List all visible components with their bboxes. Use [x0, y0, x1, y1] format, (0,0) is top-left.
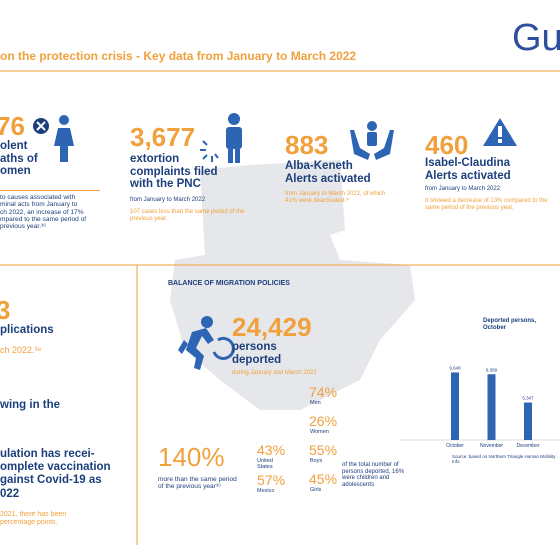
stat-number: 140% — [158, 442, 225, 472]
group-pct: 74% — [309, 384, 338, 400]
stat-number: 883 — [285, 130, 329, 160]
map-silhouette — [170, 160, 415, 410]
group-label: Women — [310, 429, 329, 435]
x-tick-label: October — [446, 443, 464, 449]
value-label: 5,347 — [522, 396, 534, 401]
logo: Gu — [512, 17, 560, 59]
stat-label: ulation has recei- omplete vaccination g… — [0, 448, 111, 500]
group-pct: 26% — [309, 413, 338, 429]
stat-label: olent aths of omen — [0, 140, 38, 178]
stat-period: from January to March 2022 — [425, 186, 501, 192]
stat-label: persons deported — [232, 341, 282, 366]
stat-note: to causes associated with minal acts fro… — [0, 190, 100, 230]
origin-pct: 43% — [257, 442, 286, 458]
chart-title: Deported persons, October — [483, 318, 537, 331]
stat-label: plications — [0, 324, 54, 336]
stat-note: 2021, there has been percentage points. — [0, 511, 67, 526]
bar — [487, 374, 496, 440]
bar-chart: 9,648 October 9,389 November 5,347 December — [400, 365, 560, 449]
stat-number: 76 — [0, 111, 25, 141]
stat-number: 460 — [425, 130, 469, 160]
group-label: Men — [310, 400, 321, 406]
bar — [451, 372, 459, 440]
icons — [33, 113, 517, 370]
stat-period: from January to March 2022 — [130, 197, 206, 203]
value-label: 9,648 — [449, 365, 461, 370]
group-pct: 45% — [309, 471, 338, 487]
origin-label: Mexico — [257, 488, 275, 494]
group-label: Boys — [310, 458, 323, 464]
stat-number: 3 — [0, 295, 11, 325]
stat-period: ch 2022.³⁸ — [0, 345, 42, 355]
stat-note: 107 cases less than the same period of t… — [130, 209, 245, 222]
stat-note: of the total number of persons deported,… — [342, 462, 405, 488]
stat-period: during January and March 2022 — [232, 370, 317, 376]
stat-number: 3,677 — [130, 122, 196, 152]
stat-label: extortion complaints filed with the PNC — [130, 153, 218, 191]
stat-label: Isabel-Claudina Alerts activated — [425, 157, 511, 182]
stat-note: more than the same period of the previou… — [158, 476, 237, 491]
x-tick-label: December — [516, 443, 539, 449]
stat-number: 24,429 — [232, 312, 312, 342]
stat-note: It showed a decrease of 13% compared to … — [425, 198, 548, 211]
section-title: BALANCE OF MIGRATION POLICIES — [168, 280, 290, 287]
title: on the protection crisis - Key data from… — [0, 49, 357, 63]
stat-label: Alba-Keneth Alerts activated — [285, 160, 371, 185]
origin-label: United States — [257, 458, 273, 471]
origin-pct: 57% — [257, 472, 286, 488]
group-pct: 55% — [309, 442, 338, 458]
x-tick-label: November — [480, 443, 503, 449]
heading: wing in the — [0, 399, 61, 411]
bar — [524, 402, 532, 440]
stat-note: from January to March 2022, of which 41%… — [285, 191, 386, 204]
group-label: Girls — [310, 487, 322, 493]
chart-source: Source: based on Northern Triangle Human… — [452, 454, 556, 464]
value-label: 9,389 — [486, 367, 498, 372]
